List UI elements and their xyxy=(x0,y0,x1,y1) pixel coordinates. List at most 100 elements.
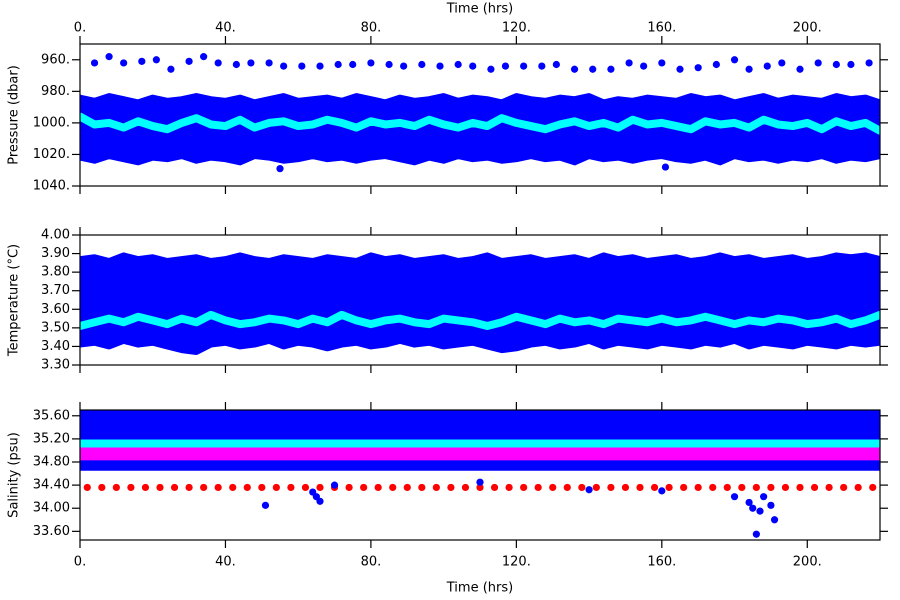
data-point xyxy=(185,57,193,65)
plot-frame xyxy=(79,43,881,187)
data-point xyxy=(105,53,113,61)
data-point xyxy=(665,483,673,492)
data-point xyxy=(869,483,877,492)
y-tick-label: 3.70 xyxy=(41,283,70,298)
data-point xyxy=(447,483,455,492)
data-point xyxy=(621,483,630,492)
data-point xyxy=(334,60,342,69)
data-point xyxy=(505,483,513,492)
y-tick-label: 35.60 xyxy=(33,408,70,423)
y-tick-label: 3.50 xyxy=(41,320,70,335)
data-point xyxy=(676,65,684,73)
y-tick-label: 34.00 xyxy=(33,501,70,516)
data-point xyxy=(607,483,615,492)
data-point xyxy=(520,483,528,492)
data-point xyxy=(549,483,557,492)
data-point xyxy=(167,65,175,73)
data-point xyxy=(469,62,477,70)
y-tick-label: 1040. xyxy=(33,179,70,194)
data-band xyxy=(80,447,880,461)
y-tick-label: 1000. xyxy=(33,115,70,130)
data-point xyxy=(730,56,739,64)
data-point xyxy=(694,483,702,492)
data-point xyxy=(200,53,208,61)
y-axis-label: Salinity (psu) xyxy=(7,432,22,518)
data-point xyxy=(796,65,804,73)
data-point xyxy=(403,483,411,492)
data-point xyxy=(840,483,848,492)
data-band xyxy=(80,93,880,166)
data-point xyxy=(781,483,790,492)
data-point xyxy=(200,483,208,492)
data-point xyxy=(810,483,819,492)
y-tick-label: 3.30 xyxy=(41,358,70,373)
data-point xyxy=(712,60,720,69)
x-tick-label: 0. xyxy=(74,555,86,570)
y-tick-label: 4.00 xyxy=(41,228,70,243)
data-point xyxy=(520,62,528,70)
data-point xyxy=(280,62,288,70)
x-tick-label: 0. xyxy=(74,21,86,36)
x-tick-label: 200. xyxy=(793,21,822,36)
data-point xyxy=(680,483,688,492)
data-point xyxy=(538,62,546,70)
data-point xyxy=(400,62,408,70)
data-point xyxy=(476,478,484,486)
data-point xyxy=(658,487,666,495)
y-tick-label: 960. xyxy=(41,52,70,67)
data-point xyxy=(814,59,822,67)
data-point xyxy=(83,483,91,492)
data-point xyxy=(745,498,753,507)
plot-frame xyxy=(79,234,881,366)
data-point xyxy=(730,493,739,501)
data-point xyxy=(745,65,753,73)
data-point xyxy=(796,483,804,492)
data-point xyxy=(749,504,757,512)
data-point xyxy=(418,483,426,492)
data-point xyxy=(261,501,270,509)
data-point xyxy=(436,62,444,70)
plot-frame xyxy=(79,409,881,541)
data-point xyxy=(316,497,324,505)
data-point xyxy=(287,483,295,492)
data-point xyxy=(185,483,193,492)
data-point xyxy=(454,60,462,69)
data-point xyxy=(90,59,99,67)
data-point xyxy=(229,483,237,492)
data-point xyxy=(778,59,786,67)
data-point xyxy=(767,483,775,492)
data-line xyxy=(80,310,880,330)
y-tick-label: 3.90 xyxy=(41,246,70,261)
data-point xyxy=(276,165,284,173)
y-tick-label: 3.80 xyxy=(41,265,70,280)
data-point xyxy=(98,483,106,492)
y-tick-label: 3.40 xyxy=(41,339,70,354)
data-point xyxy=(578,483,586,492)
data-point xyxy=(152,56,160,64)
y-tick-label: 980. xyxy=(41,84,70,99)
data-point xyxy=(258,483,266,492)
data-point xyxy=(650,483,659,492)
data-point xyxy=(570,65,579,73)
data-point xyxy=(592,483,600,492)
x-axis-label: Time (hrs) xyxy=(446,581,513,596)
data-point xyxy=(476,483,484,492)
data-point xyxy=(316,483,324,492)
x-axis-label: Time (hrs) xyxy=(446,2,513,17)
data-point xyxy=(767,501,775,509)
plot-area xyxy=(80,93,880,166)
data-point xyxy=(345,483,353,492)
data-line xyxy=(80,112,880,135)
data-point xyxy=(265,59,273,67)
plot-area xyxy=(80,410,880,471)
y-tick-label: 33.60 xyxy=(33,524,70,539)
x-tick-label: 160. xyxy=(647,21,676,36)
data-point xyxy=(585,486,593,494)
data-point xyxy=(723,483,731,492)
data-point xyxy=(756,507,764,515)
data-point xyxy=(501,62,510,70)
x-tick-label: 40. xyxy=(215,555,236,570)
y-tick-label: 3.60 xyxy=(41,302,70,317)
data-point xyxy=(738,483,746,492)
data-point xyxy=(316,62,324,70)
